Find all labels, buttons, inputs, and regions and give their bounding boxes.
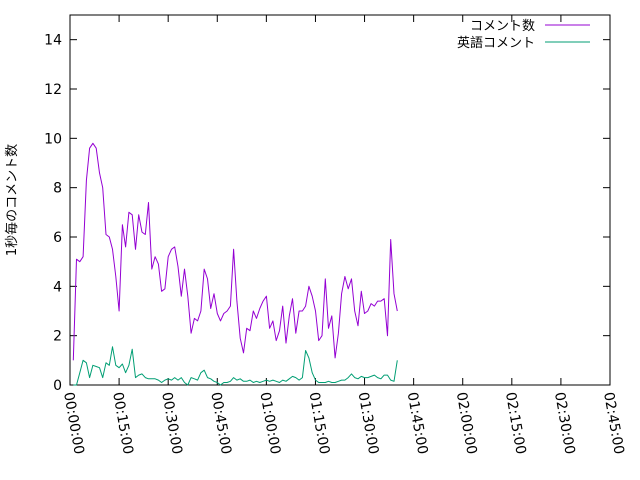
series-lines <box>72 142 398 386</box>
y-axis: 0 2 4 6 8 10 12 14 <box>44 33 610 394</box>
plot-frame <box>69 14 611 386</box>
y-tick-label: 14 <box>44 33 62 49</box>
y-tick-label: 0 <box>53 378 62 394</box>
plot-border <box>69 14 611 386</box>
x-tick-label: 02:45:00 <box>600 391 627 456</box>
y-axis-label: 1秒毎のコメント数 <box>4 144 20 256</box>
y-tick-label: 6 <box>53 230 62 246</box>
x-tick-label: 00:15:00 <box>109 391 136 456</box>
x-tick-label: 02:15:00 <box>502 391 529 456</box>
x-tick-label: 01:45:00 <box>404 391 431 456</box>
y-tick-label: 12 <box>44 82 62 98</box>
y-tick-label: 4 <box>53 279 62 295</box>
y-tick-label: 8 <box>53 181 62 197</box>
x-tick-label: 02:30:00 <box>551 391 578 456</box>
x-axis: 00:00:00 00:15:00 00:30:00 00:45:00 01:00:00… <box>60 15 627 456</box>
x-tick-label: 00:00:00 <box>60 391 87 456</box>
x-tick-label: 01:30:00 <box>355 391 382 456</box>
x-tick-label: 02:00:00 <box>453 391 480 456</box>
x-tick-label: 00:45:00 <box>207 391 234 456</box>
x-tick-label: 01:00:00 <box>256 391 283 456</box>
x-tick-label: 00:30:00 <box>158 391 185 456</box>
series-line-2 <box>73 346 398 386</box>
series-line-1 <box>72 142 398 361</box>
y-tick-label: 2 <box>53 329 62 345</box>
legend-label-1: コメント数 <box>470 19 535 34</box>
x-tick-label: 01:15:00 <box>306 391 333 456</box>
legend-label-2: 英語コメント <box>457 35 535 51</box>
y-tick-label: 10 <box>44 131 62 147</box>
